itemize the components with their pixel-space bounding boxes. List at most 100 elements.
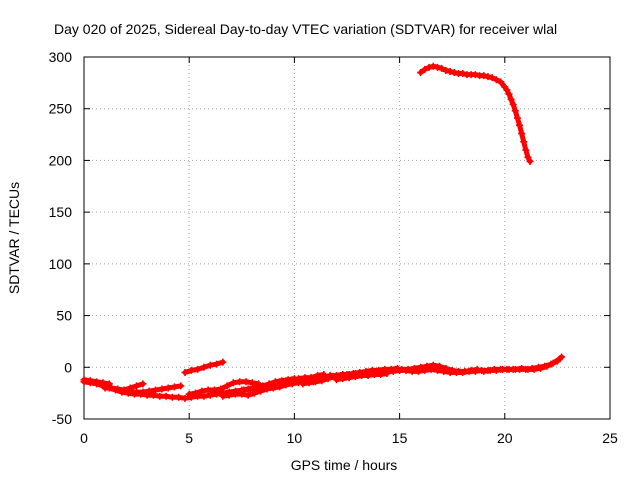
data-point — [145, 387, 153, 395]
data-point — [133, 382, 141, 390]
data-point — [467, 366, 475, 374]
data-point — [101, 384, 109, 392]
data-point — [187, 366, 195, 374]
data-point — [242, 378, 250, 386]
data-point — [223, 382, 231, 390]
data-point — [492, 366, 500, 374]
data-point — [442, 364, 450, 372]
data-point — [459, 70, 467, 78]
data-point — [505, 90, 513, 98]
data-point — [219, 392, 227, 400]
data-point — [511, 107, 519, 115]
data-point — [505, 365, 513, 373]
data-point — [526, 157, 534, 165]
x-tick-label: 0 — [80, 430, 88, 446]
data-point — [314, 372, 322, 380]
data-point — [246, 385, 254, 393]
data-point — [507, 95, 515, 103]
data-point — [524, 153, 532, 161]
plot-frame — [83, 56, 611, 420]
data-point — [238, 390, 246, 398]
data-point — [385, 366, 393, 374]
data-point — [244, 391, 252, 399]
data-point — [284, 376, 292, 384]
data-point — [511, 365, 519, 373]
data-point — [231, 390, 239, 398]
x-tick-label: 5 — [185, 430, 193, 446]
data-point — [503, 86, 511, 94]
data-point — [204, 386, 212, 394]
data-point — [198, 387, 206, 395]
data-point — [107, 384, 115, 392]
data-point — [162, 392, 170, 400]
data-point — [332, 376, 340, 384]
data-point — [213, 360, 221, 368]
data-point — [278, 377, 286, 385]
data-point — [217, 385, 225, 393]
data-point — [480, 367, 488, 375]
data-point — [269, 384, 277, 392]
data-point — [299, 380, 307, 388]
data-point — [429, 361, 437, 369]
data-point — [156, 392, 164, 400]
data-point — [518, 364, 526, 372]
x-tick-label: 10 — [287, 430, 303, 446]
data-point — [556, 355, 564, 363]
data-point — [417, 363, 425, 371]
data-point — [99, 379, 107, 387]
data-point — [139, 388, 147, 396]
data-point — [290, 375, 298, 383]
data-point — [219, 358, 227, 366]
data-point — [486, 366, 494, 374]
data-point — [537, 364, 545, 372]
data-point — [372, 367, 380, 375]
data-point — [530, 365, 538, 373]
data-point — [86, 377, 94, 385]
data-point — [524, 365, 532, 373]
data-point — [168, 393, 176, 401]
data-point — [175, 393, 183, 401]
data-point — [436, 362, 444, 370]
data-point — [133, 388, 141, 396]
y-tick-label: 300 — [49, 49, 73, 65]
data-point — [181, 394, 189, 402]
data-point — [425, 63, 433, 71]
data-point — [391, 365, 399, 373]
data-point — [93, 378, 101, 386]
y-tick-label: 150 — [49, 204, 73, 220]
data-point — [170, 383, 178, 391]
x-axis-label: GPS time / hours — [291, 457, 398, 473]
data-point — [206, 361, 214, 369]
data-point — [139, 380, 147, 388]
data-point — [429, 62, 437, 70]
data-point — [200, 363, 208, 371]
y-tick-label: -50 — [52, 411, 72, 427]
data-point — [379, 366, 387, 374]
data-point — [404, 365, 412, 373]
y-tick-label: 200 — [49, 152, 73, 168]
data-point — [311, 378, 319, 386]
series-trace — [418, 63, 533, 164]
data-point — [320, 371, 328, 379]
data-point — [509, 101, 517, 109]
data-points — [80, 62, 566, 402]
data-point — [410, 364, 418, 372]
data-point — [398, 365, 406, 373]
data-point — [421, 65, 429, 73]
data-point — [446, 67, 454, 75]
data-point — [164, 384, 172, 392]
data-point — [455, 367, 463, 375]
data-point — [516, 121, 524, 129]
data-point — [114, 385, 122, 393]
data-point — [339, 375, 347, 383]
data-point — [265, 380, 273, 388]
data-point — [520, 138, 528, 146]
data-point — [417, 69, 425, 77]
data-point — [522, 146, 530, 154]
data-point — [345, 374, 353, 382]
data-point — [126, 388, 134, 396]
data-point — [229, 379, 237, 387]
data-point — [471, 71, 479, 79]
data-point — [484, 73, 492, 81]
